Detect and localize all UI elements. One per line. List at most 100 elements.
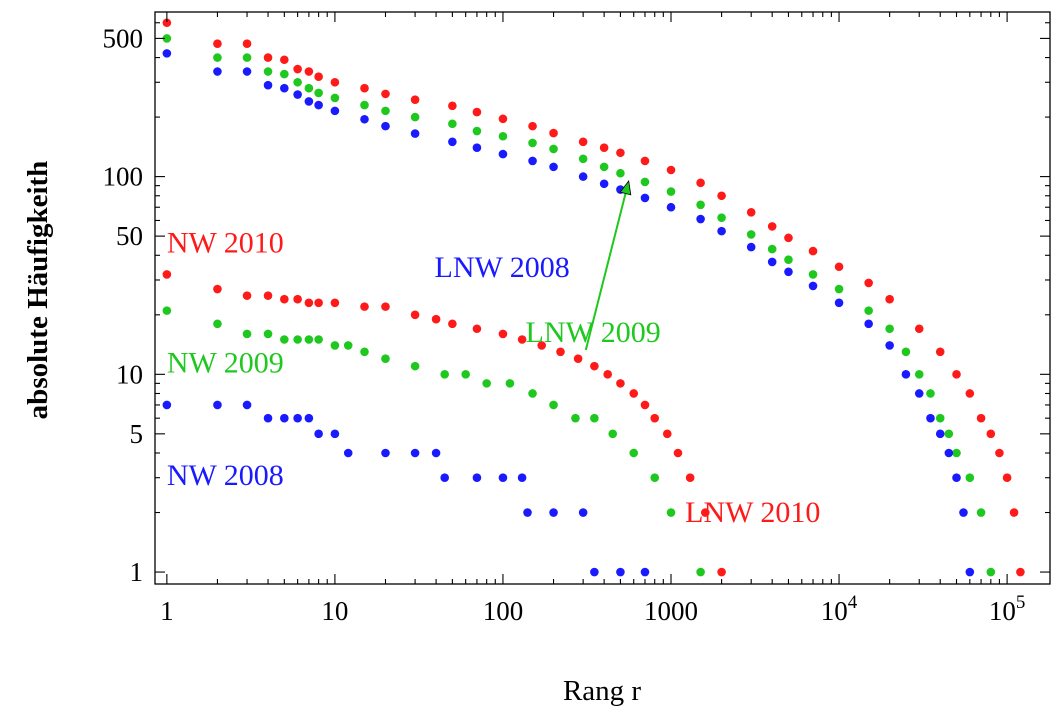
data-point [360, 347, 369, 357]
x-tick-label: 10 [321, 596, 348, 626]
data-point [696, 567, 705, 577]
data-point [410, 448, 420, 458]
data-point [784, 267, 793, 277]
data-point [304, 298, 314, 308]
data-point [293, 294, 302, 304]
data-point [935, 429, 945, 439]
data-point [410, 310, 420, 320]
data-point [381, 448, 390, 458]
data-point [472, 473, 482, 483]
data-point [498, 114, 508, 124]
y-tick-label: 50 [116, 221, 143, 251]
data-point [440, 370, 449, 379]
data-point [263, 53, 273, 62]
data-point [616, 148, 625, 158]
data-point [517, 335, 527, 344]
data-point [944, 429, 954, 439]
data-point [482, 379, 491, 388]
data-point [498, 131, 508, 141]
data-point [616, 379, 625, 388]
data-point [314, 298, 323, 308]
data-point [629, 448, 639, 458]
data-point [662, 429, 672, 439]
data-point [599, 179, 609, 189]
series-lnw-2008 [162, 49, 975, 577]
data-point [523, 508, 532, 517]
data-point [590, 361, 599, 371]
data-point [280, 294, 289, 304]
data-point [578, 154, 588, 164]
data-point [242, 329, 252, 339]
data-point [590, 567, 599, 577]
data-point [914, 370, 924, 379]
data-point [767, 244, 777, 254]
data-point [528, 138, 537, 148]
data-point [640, 193, 650, 203]
data-point [952, 473, 961, 483]
series-lnw-2010 [162, 18, 1025, 577]
data-point [162, 400, 172, 410]
label-lnw-2010: LNW 2010 [685, 496, 820, 529]
data-point [537, 341, 546, 350]
data-point [263, 413, 273, 423]
data-point [528, 156, 537, 166]
data-point [571, 413, 580, 423]
data-point [746, 207, 756, 217]
data-point [640, 567, 650, 577]
data-point [767, 257, 777, 267]
data-point [263, 67, 273, 76]
data-point [314, 100, 323, 110]
data-point [330, 77, 340, 87]
data-point [314, 335, 323, 344]
data-point [330, 93, 340, 103]
data-point [650, 413, 660, 423]
x-tick-label: 104 [821, 592, 858, 626]
data-point [834, 262, 844, 272]
data-point [701, 508, 710, 517]
data-point [578, 137, 588, 147]
y-tick-label: 5 [130, 419, 144, 449]
data-point [304, 67, 314, 76]
data-point [1002, 473, 1012, 483]
x-axis-title: Rang r [563, 675, 641, 707]
y-tick-label: 10 [116, 359, 143, 389]
x-tick-label: 105 [989, 592, 1026, 626]
label-lnw-2008: LNW 2008 [435, 251, 570, 284]
data-point [213, 400, 222, 410]
data-point [952, 448, 961, 458]
data-point [914, 389, 924, 398]
data-point [549, 508, 558, 517]
data-point [505, 379, 515, 388]
data-point [556, 347, 565, 357]
data-point [926, 389, 935, 398]
data-point [448, 137, 457, 147]
data-point [280, 55, 289, 65]
data-point [746, 230, 756, 239]
data-point [330, 341, 340, 350]
data-point [242, 291, 252, 300]
data-point [213, 53, 222, 62]
data-point [599, 143, 609, 153]
data-point [293, 335, 302, 344]
data-point [410, 129, 420, 138]
data-point [808, 270, 818, 279]
data-point [472, 143, 482, 153]
data-point [885, 294, 894, 304]
data-point [808, 246, 818, 256]
data-point [330, 298, 340, 308]
data-point [381, 121, 390, 131]
data-point [608, 429, 618, 439]
data-point [885, 324, 894, 334]
series-nw-2009 [162, 306, 705, 577]
x-tick-label: 100 [483, 596, 524, 626]
data-point [959, 508, 968, 517]
data-point [448, 101, 457, 111]
data-point [864, 278, 873, 288]
data-point [578, 508, 588, 517]
data-point [314, 72, 323, 82]
y-tick-label: 1 [130, 557, 144, 587]
data-point [280, 69, 289, 79]
data-point [263, 80, 273, 90]
data-point [666, 508, 676, 517]
